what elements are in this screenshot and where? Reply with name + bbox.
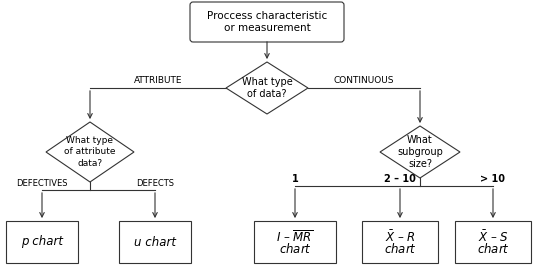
Text: CONTINUOUS: CONTINUOUS bbox=[334, 76, 394, 85]
Bar bbox=[362, 221, 438, 263]
Text: ATTRIBUTE: ATTRIBUTE bbox=[134, 76, 182, 85]
Text: 2 – 10: 2 – 10 bbox=[384, 174, 416, 184]
Bar bbox=[455, 221, 531, 263]
Text: $\mathit{chart}$: $\mathit{chart}$ bbox=[384, 242, 416, 256]
Bar bbox=[254, 221, 336, 263]
Bar bbox=[6, 221, 78, 263]
Polygon shape bbox=[380, 126, 460, 178]
Text: $\mathit{I}$ – $\overline{\mathit{MR}}$: $\mathit{I}$ – $\overline{\mathit{MR}}$ bbox=[277, 229, 314, 245]
Text: $\bar{\mathit{X}}$ – $\mathit{R}$: $\bar{\mathit{X}}$ – $\mathit{R}$ bbox=[385, 229, 416, 245]
Text: 1: 1 bbox=[292, 174, 299, 184]
Bar bbox=[119, 221, 191, 263]
Text: > 10: > 10 bbox=[480, 174, 506, 184]
Text: DEFECTS: DEFECTS bbox=[136, 179, 174, 188]
Text: DEFECTIVES: DEFECTIVES bbox=[16, 179, 68, 188]
Text: $\bar{\mathit{X}}$ – $\mathit{S}$: $\bar{\mathit{X}}$ – $\mathit{S}$ bbox=[478, 229, 508, 245]
Text: What
subgroup
size?: What subgroup size? bbox=[397, 135, 443, 169]
Polygon shape bbox=[226, 62, 308, 114]
FancyBboxPatch shape bbox=[190, 2, 344, 42]
Text: Proccess characteristic
or measurement: Proccess characteristic or measurement bbox=[207, 11, 327, 33]
Text: p chart: p chart bbox=[21, 235, 63, 248]
Text: What type
of data?: What type of data? bbox=[242, 77, 292, 99]
Text: $\mathit{chart}$: $\mathit{chart}$ bbox=[477, 242, 509, 256]
Text: What type
of attribute
data?: What type of attribute data? bbox=[64, 136, 116, 168]
Text: $\mathit{chart}$: $\mathit{chart}$ bbox=[279, 242, 311, 256]
Polygon shape bbox=[46, 122, 134, 182]
Text: u chart: u chart bbox=[134, 235, 176, 248]
